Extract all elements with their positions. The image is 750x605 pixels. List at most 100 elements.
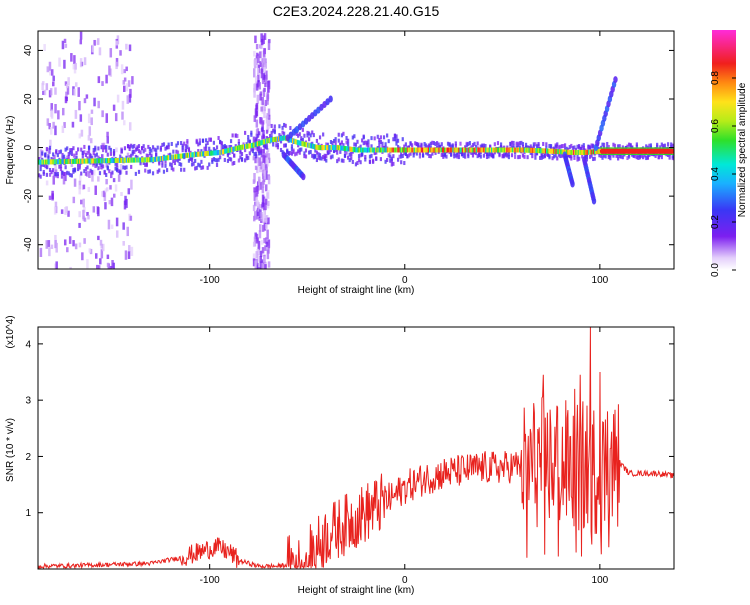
spectrogram-halo	[340, 158, 343, 163]
spectrogram-speckle	[256, 83, 260, 88]
spectrogram-halo	[254, 154, 258, 159]
spectrogram-speckle	[261, 259, 265, 265]
spectrogram-halo	[217, 136, 220, 141]
spectrogram-ridge-cell	[125, 157, 128, 163]
spectrogram-halo	[498, 151, 501, 156]
spectrogram-halo	[482, 153, 486, 158]
spectrogram-halo	[510, 145, 514, 150]
spectrogram-speckle	[259, 91, 263, 96]
spectrogram-speckle	[105, 74, 108, 84]
spectrogram-halo	[167, 145, 170, 150]
spectrogram-halo	[659, 153, 662, 158]
spectrogram-ridge-cell	[310, 143, 313, 149]
spectrogram-speckle	[97, 235, 100, 241]
spectrogram-ridge-cell	[467, 147, 470, 153]
spectrogram-speckle	[257, 240, 261, 250]
spectrogram-halo	[187, 148, 191, 153]
spectrogram-halo	[534, 142, 537, 147]
spectrogram-speckle	[72, 63, 76, 70]
spectrogram-halo	[58, 164, 61, 169]
spectrogram-halo	[336, 159, 339, 164]
spectrogram-speckle	[105, 178, 108, 185]
spectrogram-halo	[464, 154, 467, 159]
spectrogram-speckle	[261, 224, 265, 232]
spectrogram-halo	[261, 135, 264, 140]
spectrogram-halo	[431, 140, 434, 145]
spectrogram-speckle	[86, 259, 89, 269]
spectrogram-halo	[248, 139, 251, 144]
spectrogram-halo	[151, 171, 155, 176]
spectrogram-ridge-cell	[246, 143, 249, 149]
spectrogram-halo	[400, 154, 403, 159]
spectrogram-ridge-cell	[342, 145, 345, 151]
spectrogram-halo	[634, 154, 637, 159]
spectrogram-halo	[529, 144, 532, 149]
spectrogram-ridge-cell	[560, 149, 563, 155]
spectrogram-halo	[283, 131, 286, 136]
spectrogram-speckle	[252, 253, 256, 261]
spectrogram-ridge-cell	[117, 157, 120, 163]
spectrogram-halo	[172, 149, 175, 154]
spectrogram-ridge-cell	[441, 147, 444, 153]
spectrogram-halo	[84, 171, 88, 176]
spectrogram-speckle	[120, 192, 123, 197]
spectrogram-halo	[412, 153, 415, 158]
spectrogram-ridge-cell	[48, 159, 51, 165]
spectrogram-halo	[475, 151, 478, 156]
spectrogram-halo	[315, 150, 319, 155]
spectrogram-ridge-cell	[314, 144, 317, 150]
spectrogram-halo	[212, 157, 216, 162]
spectrogram-ridge-cell	[531, 147, 534, 153]
spectrogram-halo	[42, 162, 45, 167]
spectrogram-ridge-cell	[189, 152, 192, 158]
spectrogram-ridge-cell	[179, 153, 182, 159]
spectrogram-ridge-cell	[268, 137, 271, 143]
spectrogram-speckle	[267, 119, 271, 129]
spectrogram-speckle	[50, 103, 53, 111]
spectrogram-halo	[584, 153, 587, 158]
spectrogram-ridge-cell	[486, 147, 489, 153]
spectrogram-ridge-cell	[170, 154, 173, 160]
spectrogram-ridge-cell	[292, 138, 295, 144]
spectrogram-halo	[354, 162, 358, 167]
spectrogram-halo	[660, 155, 663, 160]
spectrogram-halo	[342, 158, 345, 163]
spectrogram-ridge-cell	[358, 147, 361, 153]
spectrogram-speckle	[266, 95, 269, 105]
spectrogram-halo	[70, 148, 73, 153]
spectrogram-speckle	[119, 50, 122, 56]
spectrogram-speckle	[258, 157, 261, 167]
spectrogram-halo	[212, 147, 216, 152]
spectrogram-halo	[476, 141, 479, 146]
spectrogram-halo	[635, 144, 638, 149]
spectrogram-halo	[329, 155, 333, 160]
spectrogram-speckle	[52, 175, 55, 185]
spectrogram-halo	[357, 154, 361, 159]
spectrogram-ridge-cell	[378, 147, 381, 153]
spectrogram-halo	[105, 148, 108, 153]
spectrogram-ridge-cell	[143, 157, 146, 163]
spectrogram-halo	[223, 157, 226, 162]
spectrogram-halo	[123, 146, 127, 151]
spectrogram-halo	[231, 133, 234, 138]
spectrogram-ridge-cell	[498, 147, 501, 153]
spectrogram-speckle	[265, 215, 269, 223]
spectrogram-halo	[378, 144, 381, 149]
spectrogram-halo	[518, 145, 521, 150]
spectrogram-ridge-cell	[203, 151, 206, 157]
spectrogram-speckle	[78, 100, 81, 111]
spectrogram-speckle	[89, 138, 93, 144]
spectrogram-halo	[156, 169, 159, 174]
spectrogram-halo	[165, 145, 169, 150]
spectrogram-halo	[314, 154, 317, 159]
spectrogram-halo	[184, 148, 187, 153]
spectrogram-ridge-cell	[138, 157, 141, 163]
spectrogram-halo	[409, 141, 412, 146]
spectrogram-halo	[125, 165, 128, 170]
spectrogram-streak-blob	[570, 180, 575, 188]
spectrogram-ridge-cell	[351, 146, 354, 152]
spectrogram-halo	[320, 156, 323, 161]
spectrogram-halo	[201, 138, 205, 143]
spectrogram-halo	[172, 158, 175, 163]
